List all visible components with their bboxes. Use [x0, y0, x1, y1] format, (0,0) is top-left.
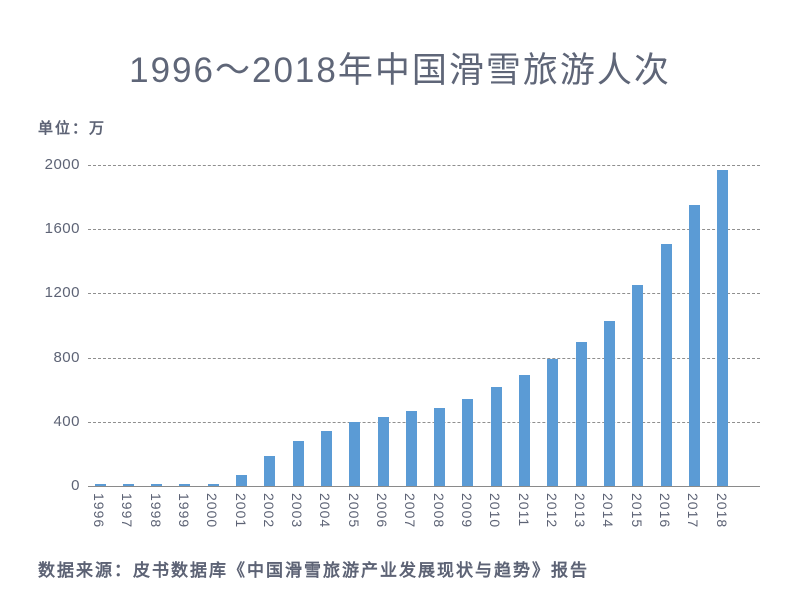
- bar-2002: [264, 456, 276, 486]
- x-axis-tick-label-2002: 2002: [260, 493, 277, 529]
- y-axis-tick-label: 1200: [44, 284, 80, 302]
- x-axis-tick-label-2004: 2004: [317, 493, 334, 529]
- bar-2005: [349, 421, 361, 486]
- bar-2014: [603, 320, 615, 486]
- bar-1997: [122, 484, 134, 486]
- bar-2016: [660, 243, 672, 486]
- x-axis-tick-label-1997: 1997: [119, 493, 136, 529]
- plot-area: [88, 165, 760, 487]
- bar-2013: [575, 341, 587, 486]
- x-axis-tick-label-2013: 2013: [572, 493, 589, 529]
- x-axis-tick-label-2009: 2009: [458, 493, 475, 529]
- bar-2015: [632, 285, 644, 486]
- bar-2017: [688, 205, 700, 486]
- x-axis-line: [88, 486, 760, 487]
- gridline-y-1200: [88, 293, 760, 295]
- data-source-note: 数据来源：皮书数据库《中国滑雪旅游产业发展现状与趋势》报告: [38, 561, 589, 580]
- bar-2011: [519, 375, 530, 486]
- x-axis-tick-label-2015: 2015: [628, 493, 645, 529]
- bar-2000: [207, 484, 219, 486]
- y-axis-tick-label: 800: [53, 348, 80, 366]
- chart-title: 1996～2018年中国滑雪旅游人次: [129, 51, 671, 90]
- bar-2004: [320, 431, 332, 486]
- bar-2007: [405, 411, 417, 486]
- bar-2008: [434, 408, 446, 486]
- bar-2003: [292, 441, 304, 486]
- y-axis-tick-label: 400: [53, 412, 80, 430]
- x-axis-tick-label-2016: 2016: [657, 493, 673, 529]
- x-axis-tick-label-2000: 2000: [204, 493, 221, 529]
- x-axis-tick-label-2012: 2012: [543, 493, 560, 529]
- y-axis-unit-label: 单位：万: [38, 120, 107, 137]
- x-axis-tick-label-2003: 2003: [289, 493, 306, 529]
- x-axis-tick-label-2001: 2001: [232, 493, 249, 529]
- x-axis-tick-label-2010: 2010: [487, 493, 504, 529]
- x-axis-tick-label-2018: 2018: [713, 493, 730, 529]
- x-axis-tick-label-2005: 2005: [345, 493, 362, 529]
- x-axis-tick-label-2007: 2007: [402, 493, 419, 529]
- gridline-y-2000: [88, 165, 760, 166]
- x-axis-tick-label-2017: 2017: [685, 493, 702, 529]
- bar-1999: [179, 484, 191, 486]
- x-axis-tick-label-2006: 2006: [374, 493, 390, 529]
- gridline-y-800: [88, 357, 760, 359]
- bar-2001: [236, 474, 247, 486]
- y-axis-tick-label: 2000: [44, 156, 80, 173]
- x-axis-tick-label-1998: 1998: [147, 493, 164, 529]
- x-axis-tick-label-2011: 2011: [515, 493, 532, 528]
- y-axis-tick-label: 0: [71, 477, 80, 494]
- bar-2009: [462, 399, 474, 486]
- bar-2006: [377, 417, 389, 486]
- y-axis-tick-label: 1600: [44, 220, 80, 238]
- x-axis-tick-label-2014: 2014: [600, 493, 617, 529]
- gridline-y-400: [88, 421, 760, 423]
- gridline-y-1600: [88, 229, 760, 231]
- bar-2012: [547, 359, 559, 486]
- x-axis-tick-label-2008: 2008: [430, 493, 447, 529]
- x-axis-tick-label-1996: 1996: [91, 493, 107, 529]
- bar-2010: [490, 386, 502, 486]
- x-axis-tick-label-1999: 1999: [175, 493, 192, 529]
- bar-1998: [151, 484, 163, 486]
- bar-1996: [94, 484, 106, 486]
- bar-2018: [717, 169, 729, 486]
